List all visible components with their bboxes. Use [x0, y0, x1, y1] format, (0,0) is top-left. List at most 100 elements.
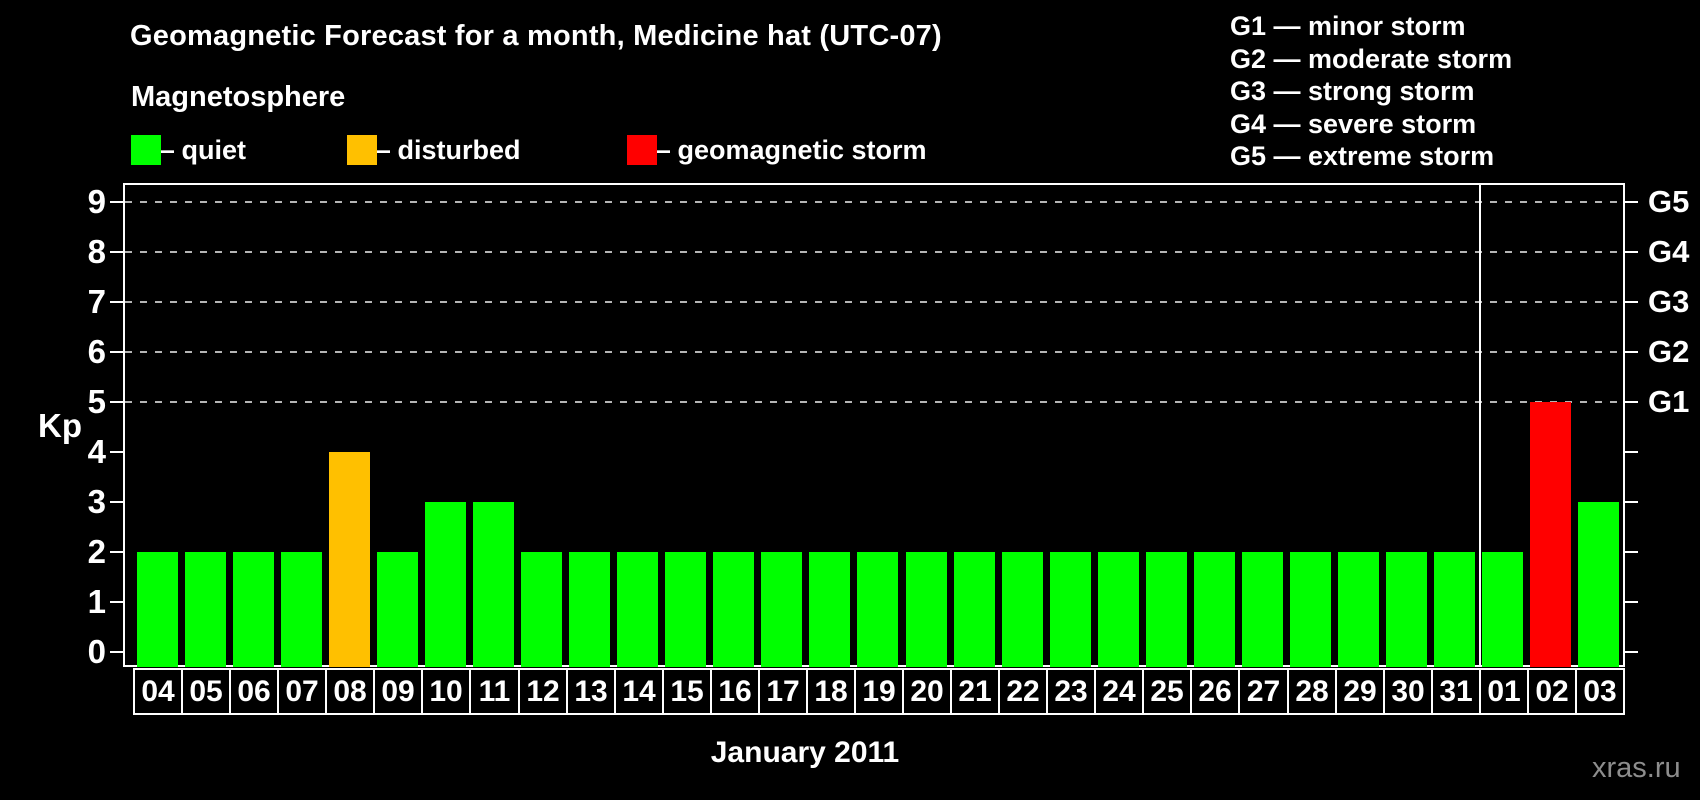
kp-bar-day-11	[473, 502, 514, 667]
magnetosphere-legend-heading: Magnetosphere	[131, 81, 346, 113]
storm-scale-legend: G1 — minor storm G2 — moderate storm G3 — …	[1230, 10, 1512, 173]
kp-bar-day-20	[906, 552, 947, 667]
day-label-25: 25	[1142, 668, 1192, 715]
day-label-26: 26	[1190, 668, 1240, 715]
watermark: xras.ru	[1592, 752, 1681, 784]
legend-label-disturbed: — disturbed	[363, 134, 521, 165]
day-label-28: 28	[1287, 668, 1337, 715]
right-axis-label-g5: G5	[1648, 184, 1690, 219]
y-axis-tick-label-3: 3	[87, 483, 106, 520]
day-label-31: 31	[1431, 668, 1481, 715]
y-axis-tick-label-5: 5	[87, 383, 106, 420]
day-label-21: 21	[950, 668, 1000, 715]
y-axis-tick-left-0	[110, 651, 123, 653]
day-label-15: 15	[662, 668, 712, 715]
y-axis-tick-right-8	[1625, 251, 1638, 253]
kp-bar-day-30	[1386, 552, 1427, 667]
day-label-23: 23	[1046, 668, 1096, 715]
kp-bar-day-15	[665, 552, 706, 667]
day-label-05: 05	[181, 668, 231, 715]
legend-item-disturbed: — disturbed	[347, 134, 521, 166]
day-label-22: 22	[998, 668, 1048, 715]
kp-bar-day-10	[425, 502, 466, 667]
day-label-29: 29	[1335, 668, 1385, 715]
y-axis-tick-left-1	[110, 601, 123, 603]
kp-bar-day-01	[1482, 552, 1523, 667]
month-separator-line	[1479, 185, 1481, 667]
day-label-10: 10	[421, 668, 471, 715]
kp-bar-day-29	[1338, 552, 1379, 667]
y-axis-tick-label-2: 2	[87, 533, 106, 570]
day-label-14: 14	[614, 668, 664, 715]
y-axis-tick-right-0	[1625, 651, 1638, 653]
y-axis-tick-label-4: 4	[87, 433, 106, 470]
legend-label-storm: — geomagnetic storm	[643, 134, 927, 165]
gridline-kp-5	[125, 401, 1623, 403]
kp-bar-day-22	[1002, 552, 1043, 667]
day-label-04: 04	[133, 668, 183, 715]
legend-item-storm: — geomagnetic storm	[627, 134, 927, 166]
day-label-01: 01	[1479, 668, 1529, 715]
kp-bar-day-05	[185, 552, 226, 667]
day-label-09: 09	[373, 668, 423, 715]
day-label-20: 20	[902, 668, 952, 715]
y-axis-tick-right-2	[1625, 551, 1638, 553]
right-axis-label-g1: G1	[1648, 384, 1690, 419]
day-label-30: 30	[1383, 668, 1433, 715]
day-label-02: 02	[1527, 668, 1577, 715]
y-axis-label: Kp	[38, 407, 82, 444]
quiet-swatch	[131, 135, 161, 165]
kp-bar-day-02	[1530, 402, 1571, 667]
day-label-03: 03	[1575, 668, 1625, 715]
kp-bar-day-08	[329, 452, 370, 667]
y-axis-tick-label-8: 8	[87, 233, 106, 270]
right-axis-label-g4: G4	[1648, 234, 1690, 269]
kp-bar-day-23	[1050, 552, 1091, 667]
y-axis-tick-left-6	[110, 351, 123, 353]
y-axis-tick-left-3	[110, 501, 123, 503]
y-axis-tick-label-7: 7	[87, 283, 106, 320]
storm-scale-line-2: G2 — moderate storm	[1230, 43, 1513, 74]
gridline-kp-6	[125, 351, 1623, 353]
day-label-16: 16	[710, 668, 760, 715]
kp-bar-day-25	[1146, 552, 1187, 667]
y-axis-tick-label-6: 6	[87, 333, 106, 370]
right-axis-label-g2: G2	[1648, 334, 1690, 369]
y-axis-tick-right-3	[1625, 501, 1638, 503]
storm-scale-line-3: G3 — strong storm	[1230, 76, 1475, 106]
kp-bar-day-19	[857, 552, 898, 667]
right-axis-label-g3: G3	[1648, 284, 1690, 319]
kp-bar-day-17	[761, 552, 802, 667]
kp-bar-day-14	[617, 552, 658, 667]
legend-item-quiet: — quiet	[131, 134, 246, 166]
y-axis-tick-label-9: 9	[87, 183, 106, 220]
day-label-07: 07	[277, 668, 327, 715]
gridline-kp-7	[125, 301, 1623, 303]
kp-bar-day-13	[569, 552, 610, 667]
day-label-06: 06	[229, 668, 279, 715]
y-axis-tick-left-5	[110, 401, 123, 403]
y-axis-tick-right-6	[1625, 351, 1638, 353]
kp-bar-day-16	[713, 552, 754, 667]
kp-bar-day-18	[809, 552, 850, 667]
storm-scale-line-5: G5 — extreme storm	[1230, 141, 1495, 171]
day-label-13: 13	[566, 668, 616, 715]
day-label-08: 08	[325, 668, 375, 715]
kp-bar-day-09	[377, 552, 418, 667]
y-axis-tick-right-9	[1625, 201, 1638, 203]
kp-bar-day-27	[1242, 552, 1283, 667]
y-axis-tick-right-1	[1625, 601, 1638, 603]
day-label-12: 12	[518, 668, 568, 715]
storm-scale-line-4: G4 — severe storm	[1230, 108, 1477, 139]
kp-bar-day-04	[137, 552, 178, 667]
y-axis-tick-left-2	[110, 551, 123, 553]
kp-bar-day-07	[281, 552, 322, 667]
chart-title: Geomagnetic Forecast for a month, Medici…	[130, 20, 942, 52]
y-axis-tick-label-0: 0	[87, 633, 106, 670]
x-axis-label: January 2011	[710, 736, 900, 769]
y-axis-tick-left-9	[110, 201, 123, 203]
y-axis-tick-left-7	[110, 301, 123, 303]
y-axis-tick-left-4	[110, 451, 123, 453]
day-label-18: 18	[806, 668, 856, 715]
kp-bar-day-21	[954, 552, 995, 667]
